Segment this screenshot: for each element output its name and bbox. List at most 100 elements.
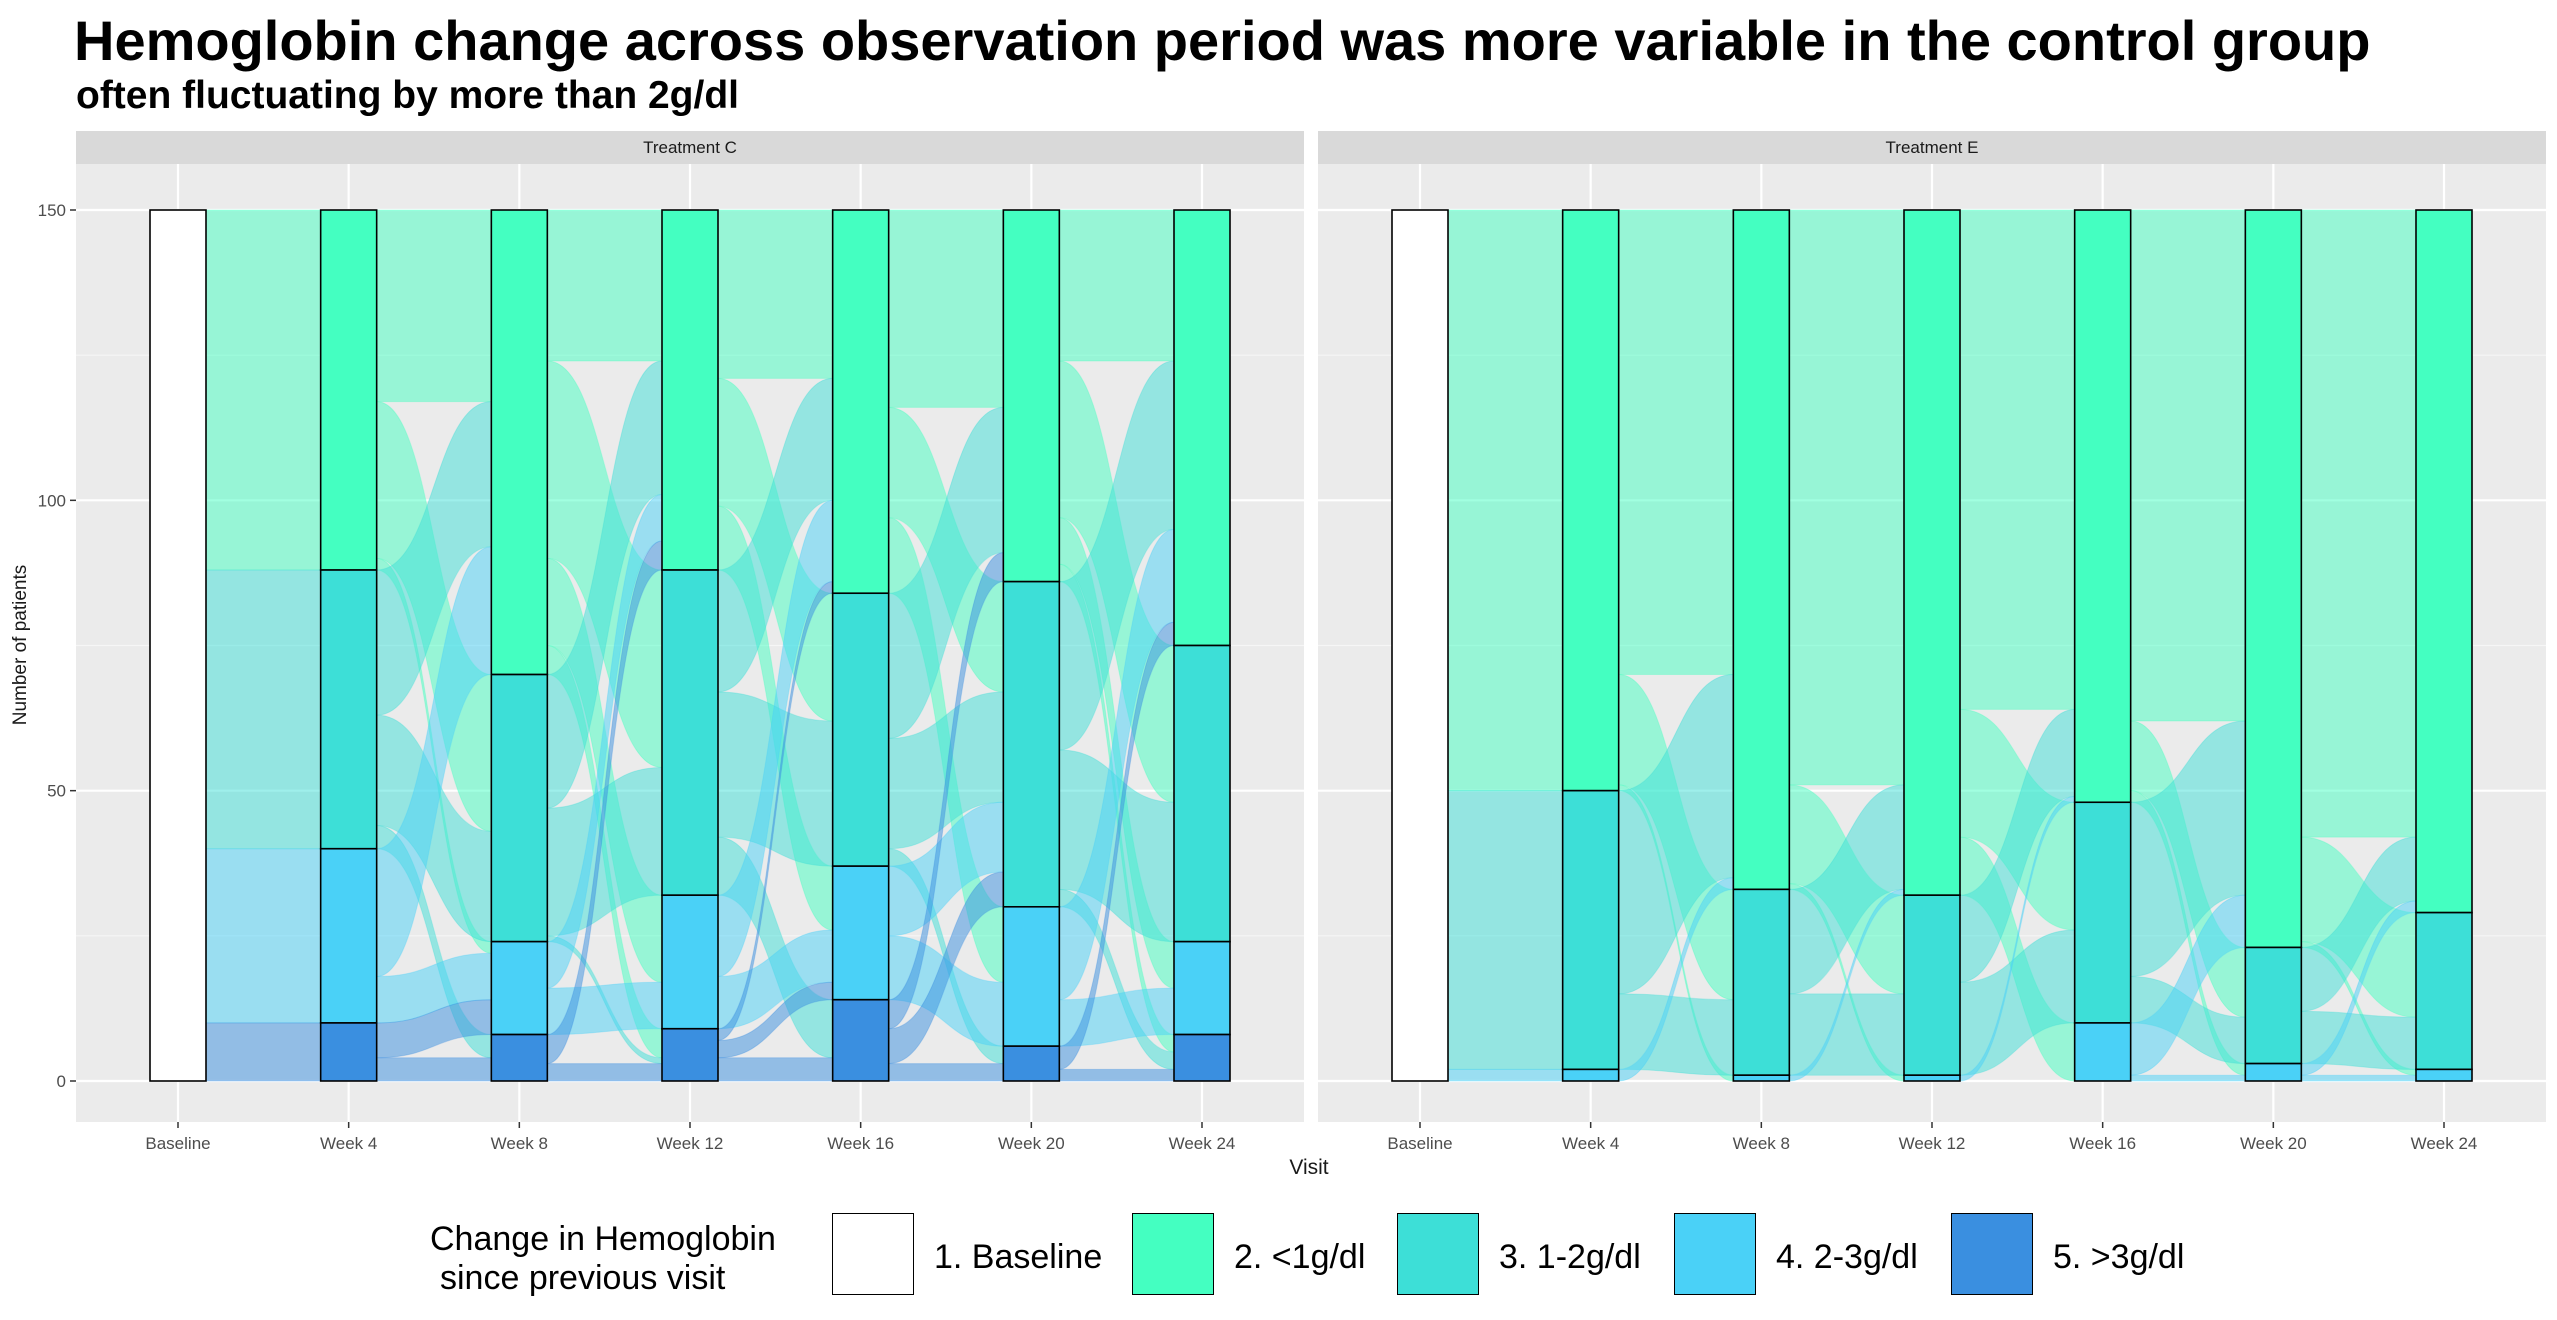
- flow-band: [376, 1057, 492, 1082]
- flow-band: [1447, 1068, 1564, 1082]
- flow-band: [717, 209, 834, 379]
- chart-subtitle: often fluctuating by more than 2g/dl: [76, 74, 739, 117]
- flow-band: [1447, 790, 1564, 1070]
- facet-strip: [1318, 131, 2546, 164]
- flow-band: [205, 569, 322, 850]
- bar-segment-3-1-2g-dl: [319, 569, 378, 850]
- legend: Change in Hemoglobin since previous visi…: [0, 1200, 2557, 1320]
- bar-segment-4-2-3g-dl: [1732, 1074, 1791, 1082]
- legend-label-lt1: 2. <1g/dl: [1234, 1238, 1366, 1276]
- bar-segment-2-1g-dl: [2073, 209, 2132, 804]
- bar-segment-4-2-3g-dl: [661, 894, 719, 1030]
- x-tick-label: Week 8: [1733, 1134, 1790, 1153]
- x-tick-label: Week 20: [998, 1134, 1065, 1153]
- x-tick-label: Baseline: [145, 1134, 210, 1153]
- flow-band: [205, 848, 322, 1024]
- bar-segment-5-3g-dl: [831, 998, 890, 1082]
- bar-segment-2-1g-dl: [319, 209, 378, 571]
- legend-title-line: Change in Hemoglobin: [430, 1220, 776, 1258]
- flow-band: [1788, 993, 1905, 1076]
- flow-band: [2130, 209, 2246, 722]
- bar-segment-4-2-3g-dl: [1561, 1068, 1620, 1082]
- legend-label-baseline: 1. Baseline: [934, 1238, 1103, 1276]
- legend-key-baseline: [832, 1213, 914, 1295]
- bar-segment-5-3g-dl: [490, 1033, 549, 1082]
- bar-segment-2-1g-dl: [490, 209, 549, 676]
- legend-key-2to3: [1674, 1213, 1756, 1295]
- flow-band: [888, 209, 1004, 408]
- x-tick-label: Week 16: [827, 1134, 894, 1153]
- x-tick-label: Week 24: [1169, 1134, 1236, 1153]
- bar-segment-4-2-3g-dl: [2073, 1022, 2132, 1082]
- flow-band: [2300, 1074, 2417, 1082]
- bar-segment-2-1g-dl: [661, 209, 719, 571]
- bar-segment-1-baseline: [1391, 209, 1449, 1082]
- bar-segment-4-2-3g-dl: [1173, 940, 1231, 1036]
- bar-segment-3-1-2g-dl: [1002, 580, 1061, 908]
- facet-label: Treatment C: [643, 138, 737, 157]
- bar-segment-5-3g-dl: [661, 1027, 719, 1082]
- flow-band: [2130, 1074, 2246, 1082]
- flow-band: [1058, 209, 1175, 362]
- facet-label: Treatment E: [1886, 138, 1979, 157]
- flows: [205, 209, 1175, 1082]
- flow-band: [1447, 209, 1564, 792]
- x-tick-label: Week 24: [2411, 1134, 2478, 1153]
- flow-band: [546, 209, 663, 362]
- y-tick-label: 50: [47, 782, 66, 801]
- bar-segment-3-1-2g-dl: [1732, 888, 1791, 1076]
- x-tick-label: Week 12: [1899, 1134, 1966, 1153]
- bar-segment-3-1-2g-dl: [831, 592, 890, 867]
- flow-band: [1618, 209, 1734, 676]
- bar-segment-4-2-3g-dl: [490, 940, 549, 1036]
- y-tick-label: 0: [57, 1072, 66, 1091]
- bar-segment-1-baseline: [149, 209, 207, 1082]
- bar-segment-2-1g-dl: [2244, 209, 2303, 949]
- bar-segment-3-1-2g-dl: [2415, 911, 2473, 1071]
- x-axis-title: Visit: [1289, 1156, 1328, 1179]
- x-tick-label: Baseline: [1387, 1134, 1452, 1153]
- bar-segment-5-3g-dl: [1002, 1045, 1061, 1082]
- flow-band: [2300, 209, 2417, 838]
- bar-segment-4-2-3g-dl: [2244, 1062, 2303, 1082]
- bar-segment-3-1-2g-dl: [1561, 789, 1620, 1071]
- bar-segment-2-1g-dl: [1561, 209, 1620, 792]
- legend-key-gt3: [1951, 1213, 2033, 1295]
- flow-band: [546, 1063, 663, 1082]
- bar-segment-4-2-3g-dl: [1903, 1074, 1961, 1082]
- x-tick-label: Week 4: [1562, 1134, 1619, 1153]
- x-tick-label: Week 12: [657, 1134, 724, 1153]
- x-tick-label: Week 4: [320, 1134, 377, 1153]
- panel-treatment-c: Treatment C Baseline Week 4 Week 8 Week 12 We…: [38, 131, 1304, 1153]
- alluvial-chart: Treatment C Baseline Week 4 Week 8 Week 12 We…: [10, 131, 2546, 1179]
- bar-segment-3-1-2g-dl: [661, 569, 719, 896]
- bar-segment-3-1-2g-dl: [1173, 644, 1231, 943]
- flow-band: [1058, 1068, 1175, 1082]
- facet-strip: [76, 131, 1304, 164]
- y-tick-label: 100: [38, 491, 66, 510]
- bar-segment-4-2-3g-dl: [2415, 1068, 2473, 1082]
- legend-title: Change in Hemoglobin since previous visi…: [430, 1220, 776, 1298]
- legend-key-lt1: [1132, 1213, 1214, 1295]
- bar-segment-5-3g-dl: [319, 1022, 378, 1082]
- x-tick-label: Week 20: [2240, 1134, 2307, 1153]
- bar-segment-2-1g-dl: [1002, 209, 1061, 583]
- flow-band: [888, 1063, 1004, 1082]
- flow-band: [376, 209, 492, 403]
- legend-key-1to2: [1397, 1213, 1479, 1295]
- bar-segment-3-1-2g-dl: [2073, 801, 2132, 1024]
- flow-band: [205, 1022, 322, 1082]
- legend-title-line: since previous visit: [440, 1259, 726, 1297]
- legend-label-gt3: 5. >3g/dl: [2053, 1238, 2185, 1276]
- bar-segment-3-1-2g-dl: [490, 673, 549, 943]
- legend-label-2to3: 4. 2-3g/dl: [1776, 1238, 1918, 1276]
- chart-title: Hemoglobin change across observation per…: [74, 9, 2371, 72]
- y-axis-title: Number of patients: [10, 565, 31, 726]
- flow-band: [717, 1057, 834, 1082]
- bar-segment-4-2-3g-dl: [831, 865, 890, 1001]
- flows: [1447, 209, 2417, 1082]
- bar-segment-3-1-2g-dl: [1903, 894, 1961, 1076]
- bar-segment-2-1g-dl: [1732, 209, 1791, 891]
- bar-segment-2-1g-dl: [2415, 209, 2473, 914]
- bar-segment-4-2-3g-dl: [1002, 905, 1061, 1047]
